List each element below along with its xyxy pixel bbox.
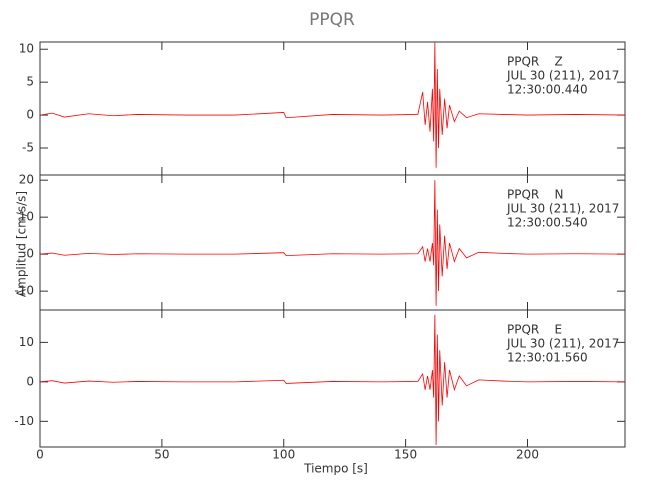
y-tick-label: 10 <box>19 210 34 224</box>
x-tick-label: 100 <box>272 448 295 462</box>
waveform <box>39 314 626 446</box>
y-tick-label: 20 <box>19 173 34 187</box>
panel-frame <box>39 309 626 448</box>
x-axis-label: Tiempo [s] <box>303 462 368 476</box>
y-axis-label: Amplitud [cm/s/s] <box>15 191 29 297</box>
y-tick-label: 0 <box>26 374 34 388</box>
y-tick-label: 0 <box>26 247 34 261</box>
x-tick-label: 150 <box>394 448 417 462</box>
annotation: PPQR E <box>507 323 562 337</box>
y-tick-label: 0 <box>26 108 34 122</box>
waveform <box>39 42 626 168</box>
y-tick-label: 10 <box>19 42 34 56</box>
annotation: JUL 30 (211), 2017 <box>506 202 619 216</box>
annotation: JUL 30 (211), 2017 <box>506 69 619 83</box>
annotation: PPQR Z <box>507 55 563 69</box>
y-tick-label: -5 <box>22 141 34 155</box>
annotation: 12:30:01.560 <box>507 351 588 365</box>
annotation: 12:30:00.540 <box>507 216 588 230</box>
x-tick-label: 0 <box>36 448 44 462</box>
y-tick-label: 5 <box>26 75 34 89</box>
y-tick-label: -10 <box>14 284 34 298</box>
x-tick-label: 200 <box>516 448 539 462</box>
x-tick-label: 50 <box>154 448 169 462</box>
annotation: 12:30:00.440 <box>507 83 588 97</box>
waveform <box>39 180 626 306</box>
y-tick-label: 10 <box>19 335 34 349</box>
y-tick-label: -10 <box>14 414 34 428</box>
annotation: JUL 30 (211), 2017 <box>506 337 619 351</box>
chart-title: PPQR <box>309 10 355 30</box>
annotation: PPQR N <box>507 188 564 202</box>
